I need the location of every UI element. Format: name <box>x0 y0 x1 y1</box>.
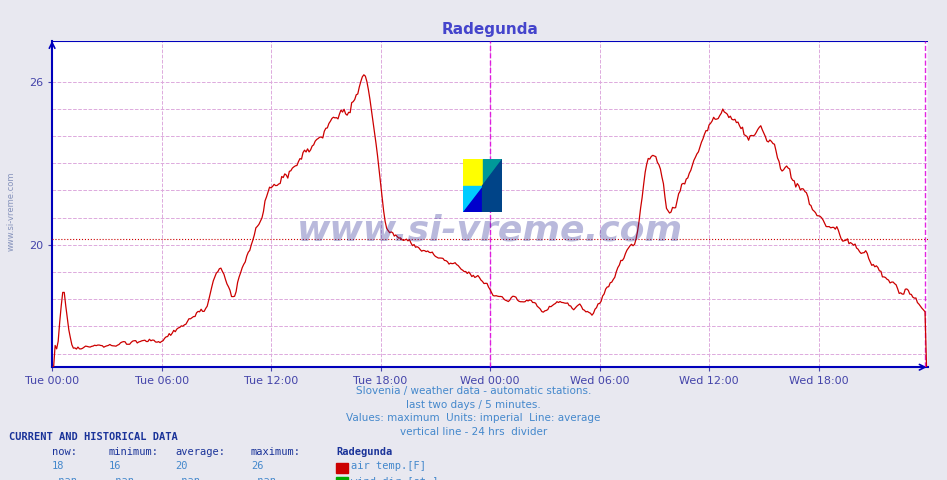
Text: average:: average: <box>175 447 225 457</box>
Text: -nan: -nan <box>109 476 134 480</box>
Text: CURRENT AND HISTORICAL DATA: CURRENT AND HISTORICAL DATA <box>9 432 178 442</box>
Polygon shape <box>483 159 503 186</box>
Text: www.si-vreme.com: www.si-vreme.com <box>297 213 683 247</box>
Text: Values: maximum  Units: imperial  Line: average: Values: maximum Units: imperial Line: av… <box>347 413 600 423</box>
Text: -nan: -nan <box>175 476 200 480</box>
Text: 26: 26 <box>251 461 263 471</box>
Text: -nan: -nan <box>52 476 77 480</box>
Text: last two days / 5 minutes.: last two days / 5 minutes. <box>406 400 541 410</box>
Text: minimum:: minimum: <box>109 447 159 457</box>
Text: maximum:: maximum: <box>251 447 301 457</box>
Polygon shape <box>463 186 483 212</box>
Text: air temp.[F]: air temp.[F] <box>351 461 426 471</box>
Text: Radegunda: Radegunda <box>336 447 392 457</box>
Title: Radegunda: Radegunda <box>441 22 539 37</box>
Polygon shape <box>483 159 503 212</box>
Text: 18: 18 <box>52 461 64 471</box>
Bar <box>463 159 483 186</box>
Text: -nan: -nan <box>251 476 276 480</box>
Text: wind dir.[st.]: wind dir.[st.] <box>351 476 438 480</box>
Text: 20: 20 <box>175 461 188 471</box>
Text: www.si-vreme.com: www.si-vreme.com <box>7 171 16 251</box>
Text: vertical line - 24 hrs  divider: vertical line - 24 hrs divider <box>400 427 547 437</box>
Text: now:: now: <box>52 447 77 457</box>
Polygon shape <box>463 186 483 212</box>
Text: 16: 16 <box>109 461 121 471</box>
Text: Slovenia / weather data - automatic stations.: Slovenia / weather data - automatic stat… <box>356 386 591 396</box>
